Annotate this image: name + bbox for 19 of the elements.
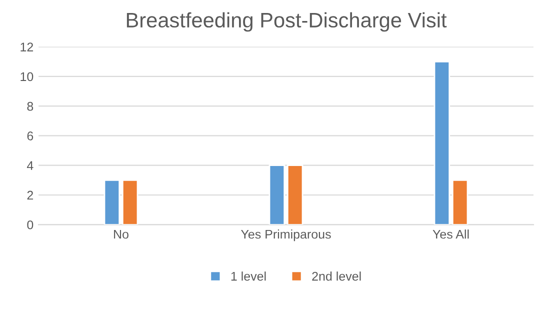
y-tick-label: 0 [27, 220, 34, 230]
bar [286, 164, 304, 225]
bar [122, 179, 138, 225]
bar [452, 179, 468, 225]
y-tick-label: 6 [27, 132, 34, 140]
x-tick-label: Yes All [432, 230, 469, 239]
chart-title: Breastfeeding Post-Discharge Visit [126, 12, 447, 32]
legend-label: 2nd level [312, 272, 361, 281]
bar [268, 164, 286, 225]
x-tick-label: No [114, 230, 128, 239]
legend-label: 1 level [231, 272, 266, 281]
bar [104, 179, 120, 225]
y-tick-label: 10 [20, 72, 34, 82]
y-tick-label: 12 [20, 42, 34, 52]
x-tick-label: Yes Primiparous [241, 230, 331, 242]
y-tick-label: 8 [27, 102, 34, 111]
y-tick-label: 2 [27, 190, 34, 200]
y-tick-label: 4 [26, 161, 34, 170]
bar [434, 60, 450, 225]
